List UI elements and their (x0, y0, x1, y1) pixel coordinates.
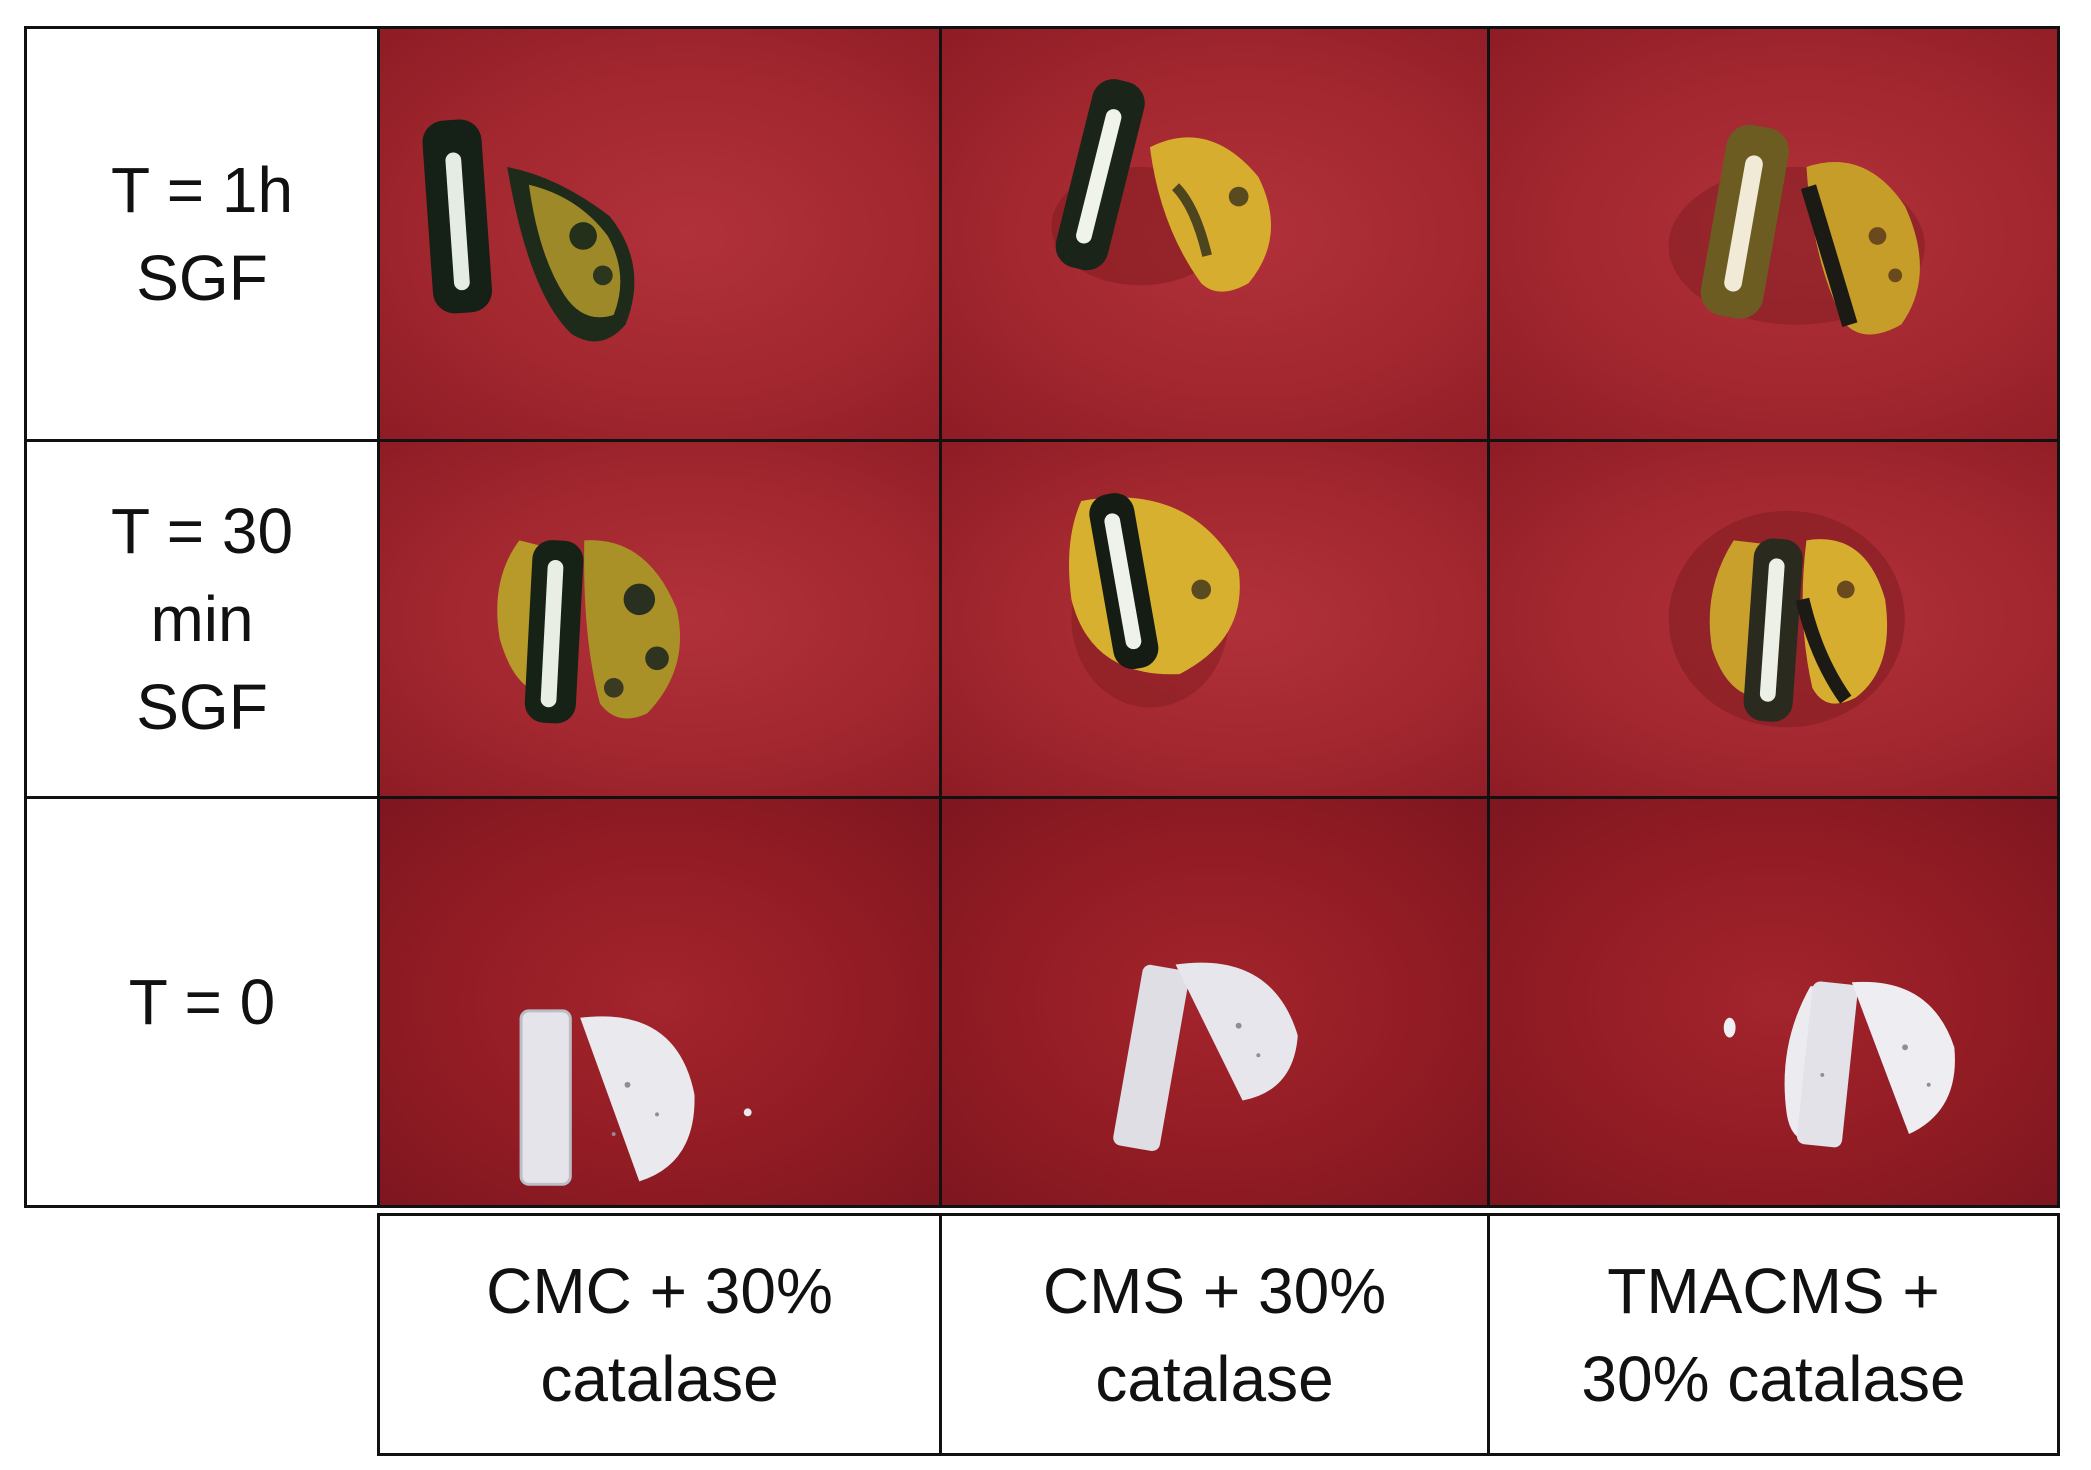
tablet-pair-image (519, 1009, 752, 1186)
row-label-1h: T = 1h SGF (24, 26, 380, 442)
tablet-pair-image (1113, 962, 1298, 1152)
row-label-30min: T = 30 min SGF (24, 439, 380, 799)
tablet-pair-image (422, 119, 635, 342)
column-label-tmacms: TMACMS + 30% catalase (1487, 1213, 2060, 1456)
photo-cmc-1h (377, 26, 942, 442)
photo-tmacms-30min (1487, 439, 2060, 799)
row-label-line: SGF (136, 671, 268, 743)
row-label-line: T = 1h (110, 154, 294, 226)
row-label-t0: T = 0 (24, 796, 380, 1208)
column-label-line: TMACMS + (1607, 1254, 1940, 1327)
tablet-pair-image (1069, 493, 1240, 708)
row-label-line: T = 30 (110, 495, 294, 567)
tablet-pair-image (1051, 79, 1272, 292)
photo-cmc-t0 (377, 796, 942, 1208)
photo-cms-30min (939, 439, 1490, 799)
column-label-line: CMC + 30% (486, 1254, 833, 1327)
column-label-cmc: CMC + 30% catalase (377, 1213, 942, 1456)
tablet-pair-image (1668, 510, 1905, 728)
column-label-line: catalase (1095, 1342, 1334, 1415)
tablet-pair-image (1668, 124, 1925, 335)
photo-cmc-30min (377, 439, 942, 799)
photo-cms-t0 (939, 796, 1490, 1208)
row-label-line: T = 0 (128, 966, 276, 1038)
photo-tmacms-1h (1487, 26, 2060, 442)
tablet-pair-image (1723, 981, 1955, 1148)
column-label-cms: CMS + 30% catalase (939, 1213, 1490, 1456)
column-label-line: catalase (540, 1342, 779, 1415)
photo-tmacms-t0 (1487, 796, 2060, 1208)
tablet-pair-image (497, 540, 681, 724)
photo-cms-1h (939, 26, 1490, 442)
column-label-line: 30% catalase (1581, 1342, 1966, 1415)
column-label-line: CMS + 30% (1042, 1254, 1387, 1327)
row-label-line: min (150, 583, 254, 655)
row-label-line: SGF (136, 242, 268, 314)
